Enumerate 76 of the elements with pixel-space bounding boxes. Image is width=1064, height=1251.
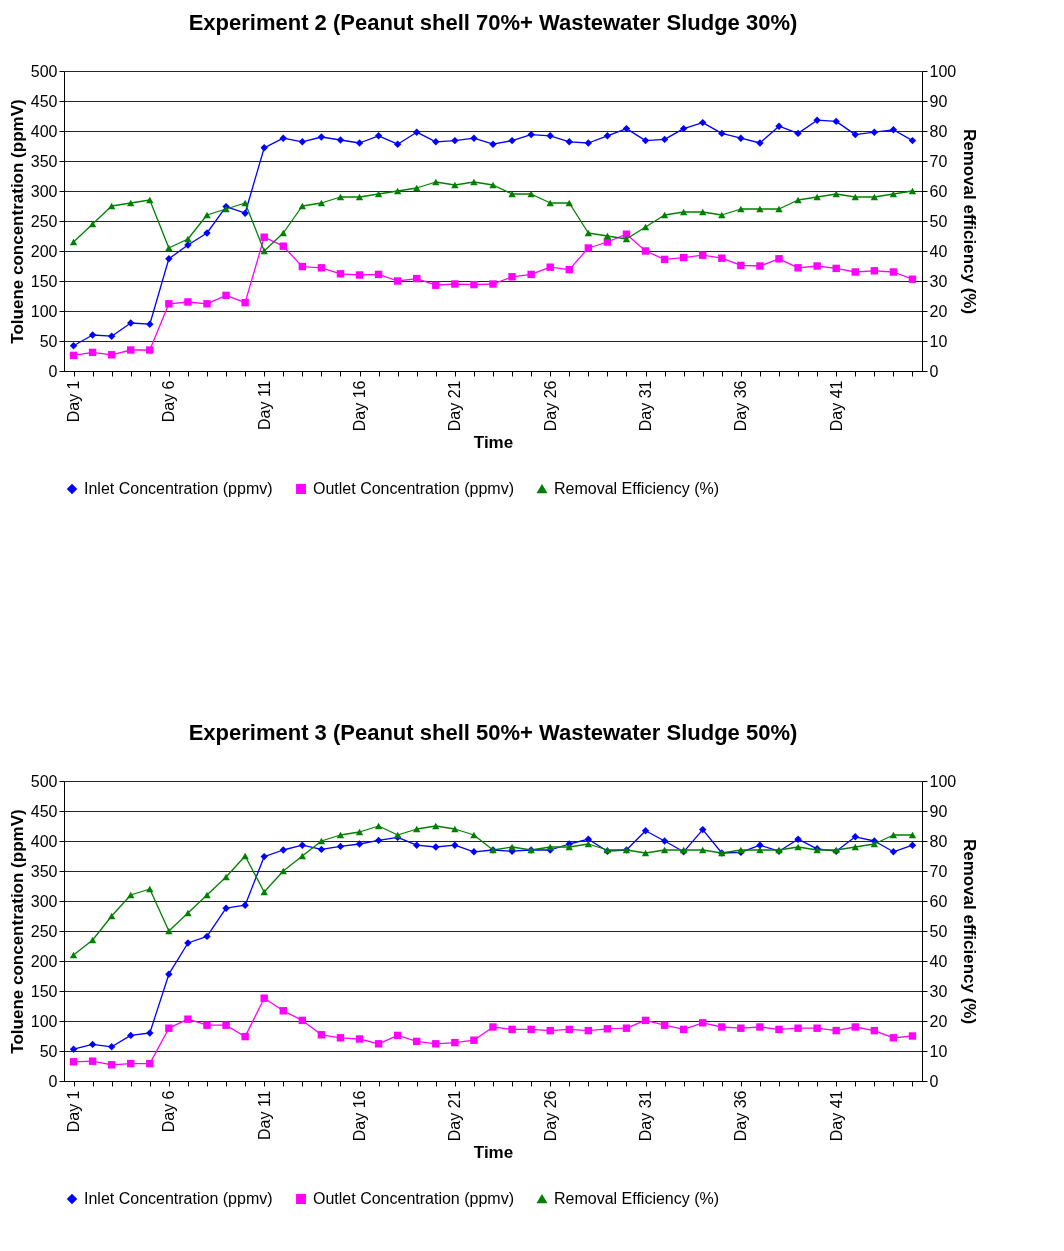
x-tick-label: Day 31 [637, 1090, 655, 1142]
y-tick-label: 450 [30, 92, 58, 110]
y2-tick-label: 70 [929, 152, 948, 170]
x-tick-label: Day 31 [637, 380, 655, 432]
legend-label: Removal Efficiency (%) [554, 1190, 720, 1207]
y2-tick-label: 40 [929, 242, 948, 260]
x-tick-label: Day 26 [541, 1090, 559, 1142]
x-tick-label: Day 1 [65, 380, 83, 423]
y2-tick-label: 100 [929, 772, 957, 790]
y-tick-label: 100 [30, 302, 58, 320]
y-tick-label: 350 [30, 152, 58, 170]
x-tick-label: Day 11 [255, 1090, 273, 1141]
x-tick-label: Day 1 [65, 1090, 83, 1133]
y-axis-title: Toluene concentration (ppmV) [7, 809, 27, 1054]
y-tick-label: 50 [39, 332, 58, 350]
chart-title: Experiment 3 (Peanut shell 50%+ Wastewater Sludge 50%) [188, 720, 798, 745]
y-tick-label: 0 [48, 1072, 58, 1090]
y2-tick-label: 0 [929, 362, 939, 380]
x-axis-title: Time [473, 433, 514, 453]
x-tick-label: Day 6 [160, 380, 178, 423]
y2-tick-label: 10 [929, 332, 948, 350]
y-tick-label: 250 [30, 922, 58, 940]
y-tick-label: 300 [30, 892, 58, 910]
y-tick-label: 500 [30, 62, 58, 80]
y2-tick-label: 40 [929, 952, 948, 970]
x-tick-label: Day 36 [732, 1090, 750, 1142]
y2-tick-label: 70 [929, 862, 948, 880]
x-tick-label: Day 41 [827, 380, 845, 432]
y2-tick-label: 50 [929, 922, 948, 940]
y-tick-label: 150 [30, 982, 58, 1000]
x-tick-label: Day 26 [541, 380, 559, 432]
legend-label: Inlet Concentration (ppmv) [84, 1190, 273, 1207]
legend-label: Removal Efficiency (%) [554, 480, 720, 497]
y-tick-label: 100 [30, 1012, 58, 1030]
y2-tick-label: 30 [929, 272, 948, 290]
y-tick-label: 50 [39, 1042, 58, 1060]
y-tick-label: 500 [30, 772, 58, 790]
y2-tick-label: 50 [929, 212, 948, 230]
legend-label: Inlet Concentration (ppmv) [84, 480, 273, 497]
y-tick-label: 0 [48, 362, 58, 380]
x-tick-label: Day 16 [351, 380, 369, 432]
y2-tick-label: 0 [929, 1072, 939, 1090]
legend-label: Outlet Concentration (ppmv) [313, 1190, 514, 1207]
y-tick-label: 400 [30, 122, 58, 140]
x-tick-label: Day 21 [446, 1090, 464, 1142]
y-tick-label: 150 [30, 272, 58, 290]
y2-tick-label: 20 [929, 302, 948, 320]
y2-tick-label: 80 [929, 122, 948, 140]
y-tick-label: 300 [30, 182, 58, 200]
y2-tick-label: 20 [929, 1012, 948, 1030]
y2-tick-label: 60 [929, 892, 948, 910]
y2-tick-label: 90 [929, 802, 948, 820]
y-tick-label: 200 [30, 242, 58, 260]
y-tick-label: 450 [30, 802, 58, 820]
x-tick-label: Day 11 [255, 380, 273, 431]
y-tick-label: 250 [30, 212, 58, 230]
y-tick-label: 350 [30, 862, 58, 880]
y2-axis-title: Removal efficiency (%) [960, 128, 980, 315]
y2-axis-title: Removal efficiency (%) [960, 838, 980, 1025]
y2-tick-label: 60 [929, 182, 948, 200]
legend-label: Outlet Concentration (ppmv) [313, 480, 514, 497]
x-tick-label: Day 16 [351, 1090, 369, 1142]
y2-tick-label: 10 [929, 1042, 948, 1060]
x-tick-label: Day 21 [446, 380, 464, 432]
y2-tick-label: 80 [929, 832, 948, 850]
y-axis-title: Toluene concentration (ppmV) [7, 99, 27, 344]
y2-tick-label: 30 [929, 982, 948, 1000]
y-tick-label: 400 [30, 832, 58, 850]
y2-tick-label: 90 [929, 92, 948, 110]
chart-title: Experiment 2 (Peanut shell 70%+ Wastewater Sludge 30%) [188, 10, 798, 35]
y-tick-label: 200 [30, 952, 58, 970]
y2-tick-label: 100 [929, 62, 957, 80]
x-axis-title: Time [473, 1143, 514, 1163]
x-tick-label: Day 6 [160, 1090, 178, 1133]
x-tick-label: Day 41 [827, 1090, 845, 1142]
x-tick-label: Day 36 [732, 380, 750, 432]
